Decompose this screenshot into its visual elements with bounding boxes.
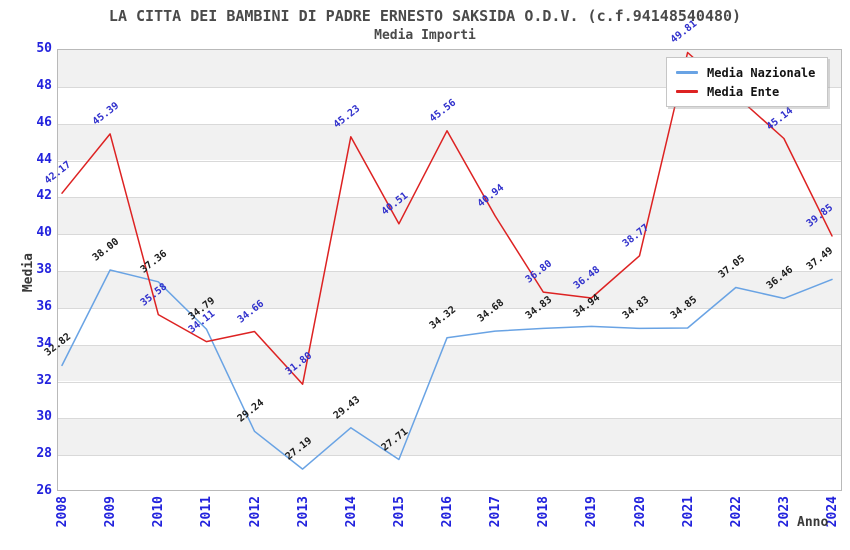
gridline (58, 123, 841, 125)
y-tick-label: 32 (36, 372, 52, 388)
gridline (58, 344, 841, 346)
legend-item-media-nazionale: Media Nazionale (676, 63, 815, 82)
legend: Media Nazionale Media Ente (666, 57, 829, 107)
y-tick-label: 40 (36, 225, 52, 241)
gridline (58, 160, 841, 162)
x-tick-label: 2013 (295, 496, 311, 528)
y-axis-title: Media (21, 253, 36, 293)
x-tick-label: 2021 (680, 496, 696, 528)
x-tick-label: 2010 (151, 496, 167, 528)
gridline (58, 234, 841, 236)
y-tick-label: 38 (36, 262, 52, 277)
x-tick-label: 2016 (440, 496, 455, 528)
x-tick-label: 2017 (488, 496, 504, 528)
y-tick-label: 28 (36, 446, 52, 462)
y-tick-label: 50 (36, 41, 52, 56)
gridline (58, 418, 841, 420)
x-tick-label: 2014 (343, 496, 359, 528)
y-tick-label: 34 (36, 335, 52, 351)
chart-subtitle: Media Importi (374, 28, 476, 43)
y-tick-label: 48 (36, 77, 52, 93)
x-tick-label: 2011 (199, 496, 215, 528)
gridline (58, 197, 841, 199)
y-tick-label: 30 (36, 409, 52, 425)
y-tick-label: 26 (36, 483, 52, 498)
legend-label: Media Nazionale (707, 65, 816, 80)
x-tick-label: 2020 (632, 496, 648, 528)
y-tick-label: 36 (36, 298, 52, 314)
x-tick-label: 2023 (776, 496, 792, 528)
plot-band (58, 123, 841, 161)
x-tick-label: 2009 (103, 496, 119, 528)
legend-label: Media Ente (707, 84, 780, 99)
legend-item-media-ente: Media Ente (676, 82, 815, 101)
plot-band (58, 344, 841, 382)
gridline (58, 381, 841, 383)
gridline (58, 455, 841, 457)
x-axis-title: Anno (797, 515, 829, 530)
x-tick-label: 2015 (391, 496, 407, 528)
chart-title: LA CITTA DEI BAMBINI DI PADRE ERNESTO SA… (108, 7, 742, 25)
plot-band (58, 197, 841, 235)
x-tick-label: 2008 (55, 496, 70, 528)
y-tick-label: 42 (36, 188, 52, 204)
media-ente-swatch-icon (676, 90, 698, 93)
x-tick-label: 2018 (536, 496, 552, 528)
y-tick-label: 44 (36, 151, 52, 167)
x-tick-label: 2022 (728, 496, 744, 528)
plot-band (58, 418, 841, 456)
media-nazionale-swatch-icon (676, 71, 698, 74)
x-tick-label: 2019 (584, 496, 600, 528)
y-tick-label: 46 (36, 114, 52, 130)
x-tick-label: 2012 (247, 496, 263, 528)
